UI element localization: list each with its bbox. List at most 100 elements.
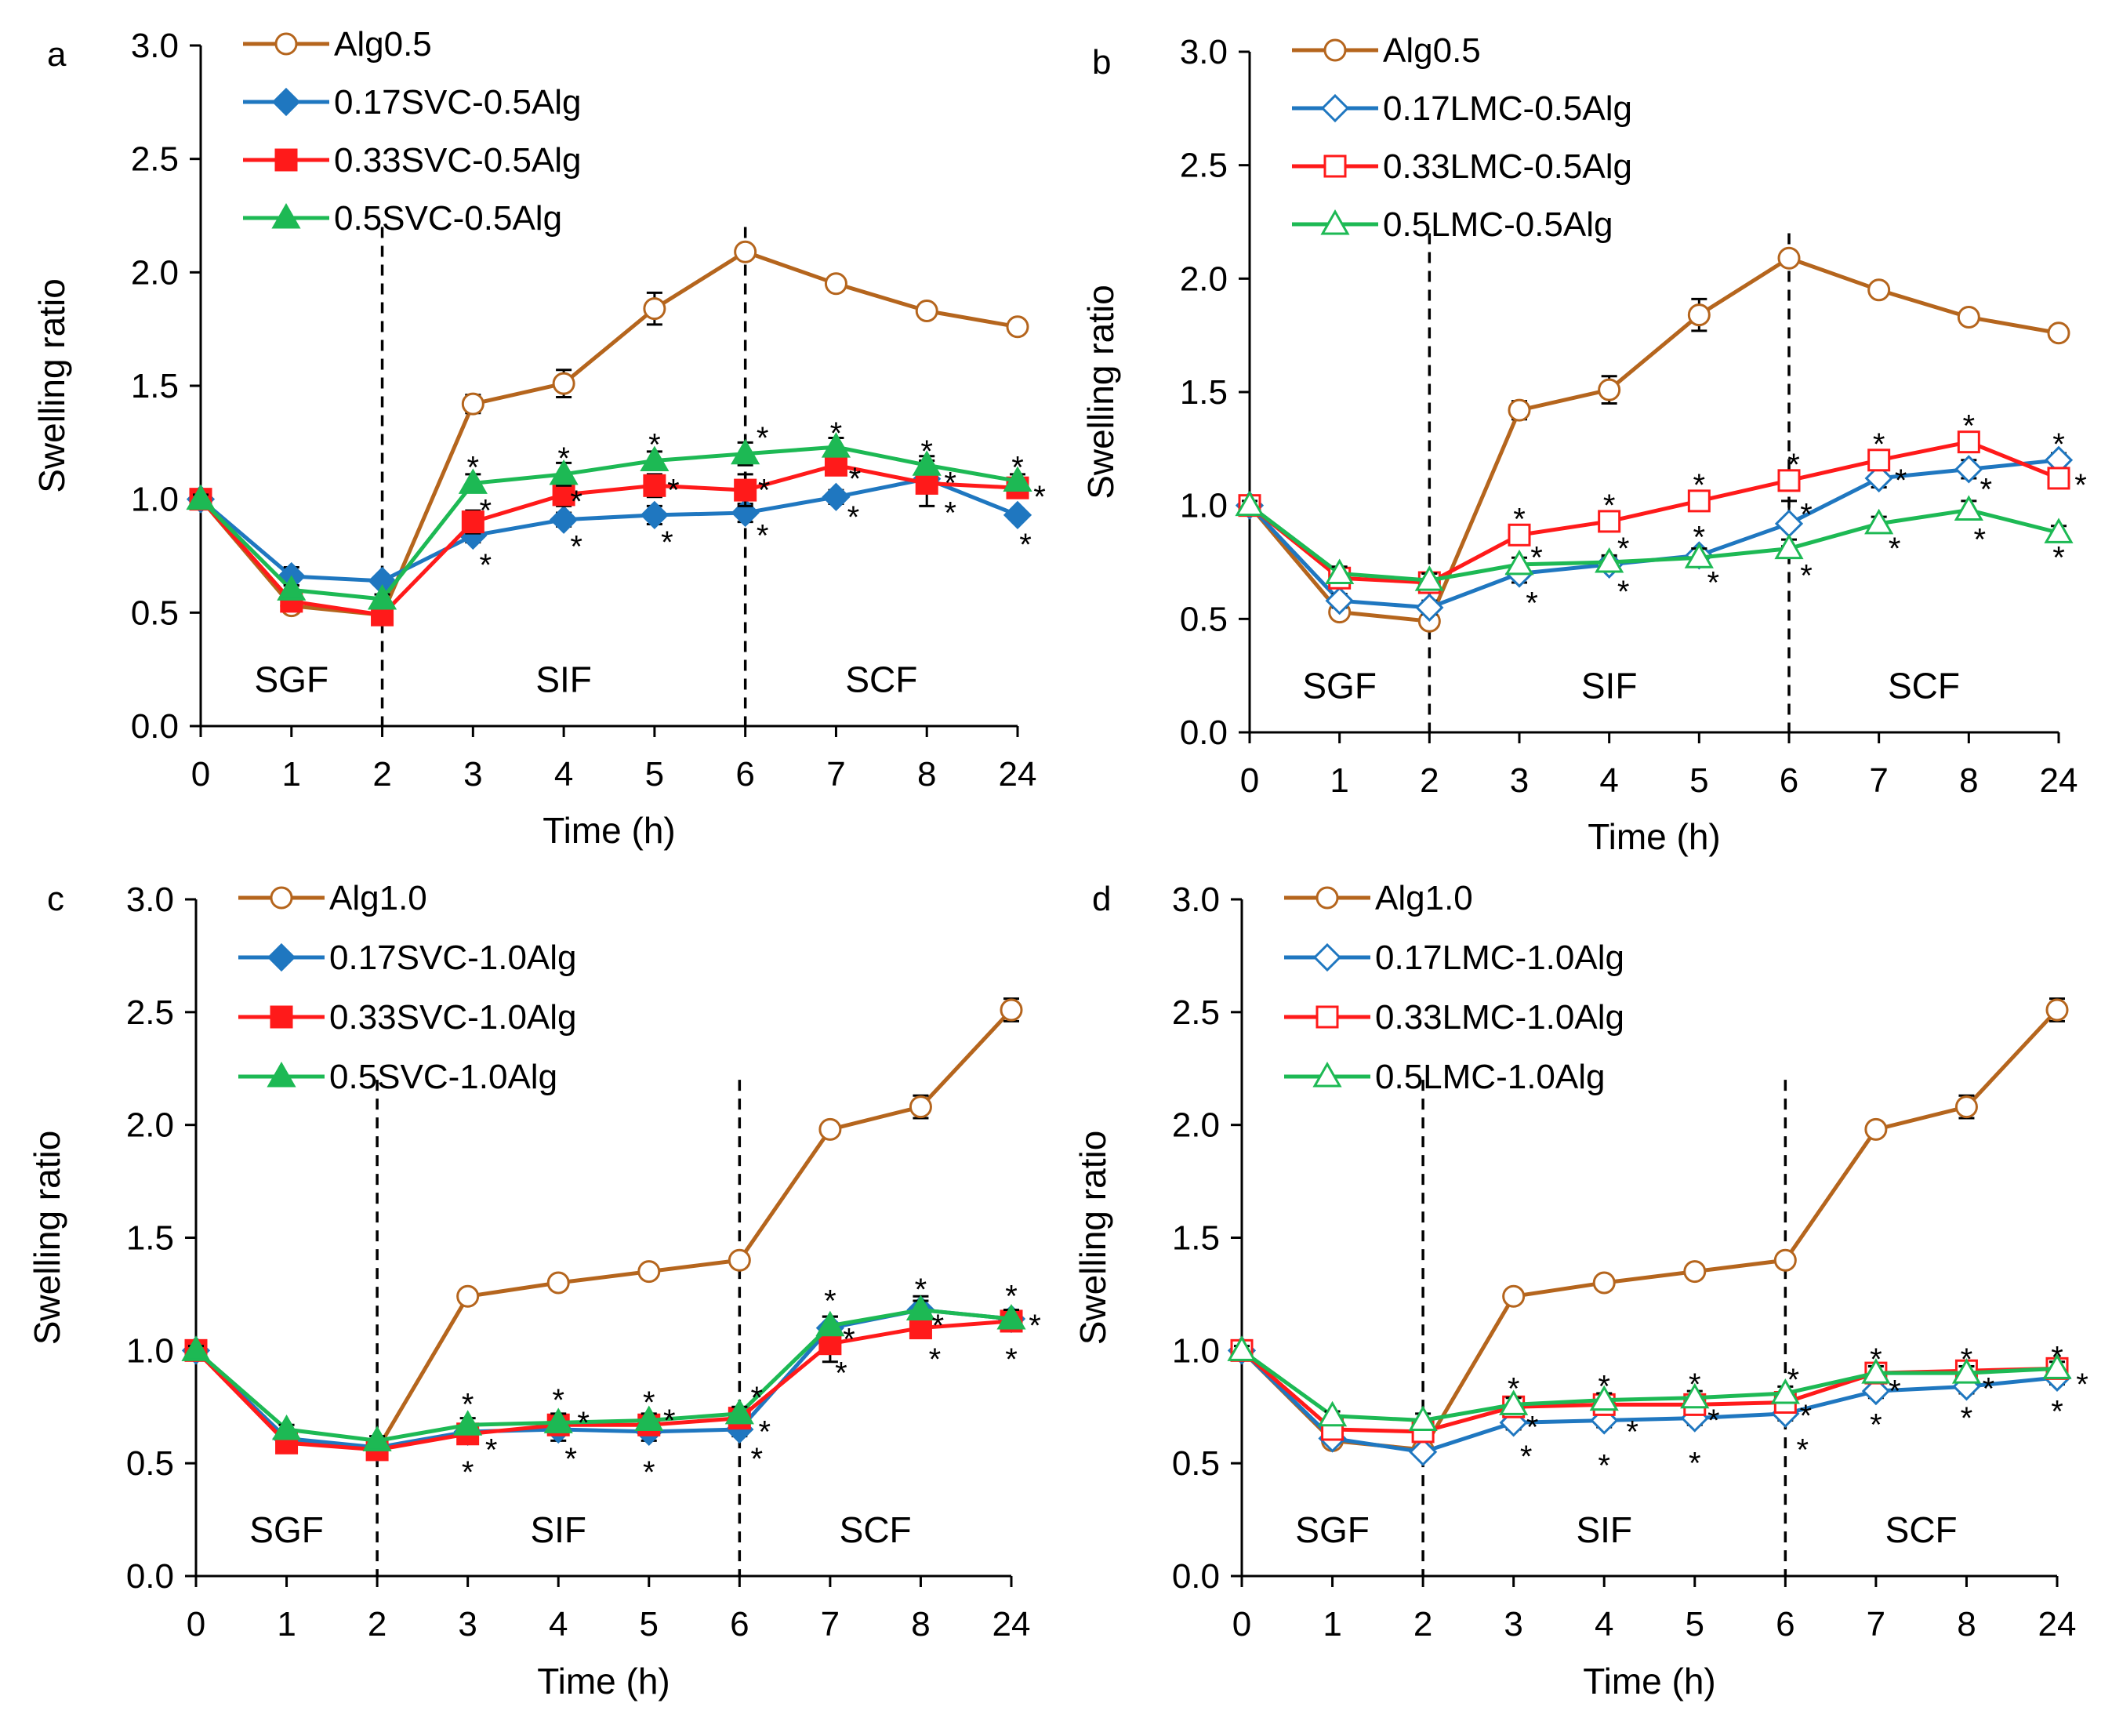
legend-entry: 0.33SVC-0.5Alg	[243, 141, 582, 180]
significance-asterisk: *	[1617, 575, 1630, 609]
data-point	[643, 297, 666, 321]
legend-label: Alg1.0	[1375, 879, 1473, 917]
data-point	[2044, 518, 2074, 543]
legend-label: 0.33SVC-0.5Alg	[334, 141, 582, 180]
significance-asterisk: *	[643, 1455, 655, 1490]
significance-asterisk: *	[1689, 1367, 1701, 1402]
data-point	[1003, 466, 1032, 492]
y-axis-label: Swelling ratio	[27, 1131, 67, 1346]
data-point	[1502, 1284, 1526, 1308]
significance-asterisk: *	[1693, 520, 1706, 554]
series-line	[199, 445, 1018, 601]
significance-asterisk: *	[2051, 1340, 2063, 1375]
significance-asterisk: *	[1520, 1440, 1533, 1474]
series-0-5svc-0-5alg	[186, 432, 1032, 610]
y-tick-label: 2.5	[126, 993, 174, 1032]
data-point	[634, 1405, 664, 1432]
data-point	[1864, 508, 1894, 535]
significance-asterisk: *	[480, 493, 492, 528]
significance-asterisk: *	[577, 1406, 590, 1440]
legend-marker	[1320, 209, 1350, 235]
legend-marker	[270, 1005, 293, 1029]
data-point	[1325, 558, 1355, 584]
data-point	[2045, 998, 2069, 1022]
x-tick-label: 0	[1240, 761, 1259, 800]
data-point	[640, 445, 670, 471]
y-tick-label: 1.5	[1172, 1219, 1220, 1258]
x-tick-label: 0	[1232, 1605, 1251, 1643]
data-point	[1861, 1358, 1891, 1384]
legend-label: Alg1.0	[329, 879, 427, 917]
y-tick-label: 2.5	[1172, 993, 1220, 1032]
data-point	[461, 392, 484, 416]
significance-asterisk: *	[648, 428, 661, 463]
x-tick-label: 7	[821, 1605, 840, 1643]
data-point	[824, 453, 847, 477]
significance-asterisk: *	[757, 421, 769, 456]
data-point	[1867, 278, 1891, 302]
data-point	[1770, 1378, 1800, 1404]
x-tick-label: 8	[1959, 761, 1978, 800]
significance-asterisk: *	[1693, 468, 1706, 503]
legend-marker	[274, 32, 298, 56]
data-point	[731, 438, 760, 465]
significance-asterisk: *	[2074, 468, 2087, 503]
legend-entry: 0.17SVC-1.0Alg	[238, 939, 577, 977]
x-tick-label: 4	[1595, 1605, 1613, 1643]
significance-asterisk: *	[2076, 1367, 2088, 1402]
x-tick-label: 8	[1957, 1605, 1976, 1643]
significance-asterisk: *	[1526, 586, 1538, 620]
series-line	[194, 1319, 1012, 1452]
significance-asterisk: *	[1005, 1342, 1018, 1377]
legend-entry: 0.5LMC-1.0Alg	[1284, 1058, 1605, 1096]
panel-label: a	[47, 35, 67, 74]
y-axis-label: Swelling ratio	[31, 278, 72, 493]
significance-asterisk: *	[944, 467, 956, 501]
data-point	[1867, 449, 1891, 472]
legend-label: 0.5LMC-0.5Alg	[1383, 205, 1613, 244]
series-line	[1240, 1349, 2058, 1455]
x-tick-label: 6	[735, 755, 754, 794]
data-point	[458, 468, 488, 494]
data-point	[1508, 523, 1531, 547]
data-point	[1325, 587, 1354, 616]
significance-asterisk: *	[480, 548, 492, 583]
legend-entry: Alg0.5	[1292, 31, 1481, 70]
chart-panel-c: c 0.0 0.5 1.0 1.5 2.0 2.5 3.0 0 1 2 3 4 5 6 7 8 24 Time (h…	[27, 879, 1041, 1701]
series-line	[199, 477, 1018, 583]
data-point	[1687, 303, 1711, 327]
panel-label: d	[1092, 880, 1111, 918]
data-point	[1408, 1437, 1438, 1466]
phase-label-sgf: SGF	[1295, 1509, 1370, 1550]
significance-asterisk: *	[847, 500, 860, 535]
series-line	[1248, 256, 2059, 623]
chart-panel-a: a 0.0 0.5 1.0 1.5 2.0 2.5 3.0 0 1 2 3 4 5 6 7 8 24 Time (h…	[31, 25, 1046, 851]
data-point	[1951, 1358, 1982, 1384]
data-point	[1499, 1389, 1529, 1415]
data-point	[909, 1095, 932, 1119]
data-point	[1317, 1400, 1348, 1427]
data-point	[1415, 593, 1444, 622]
x-tick-label: 24	[992, 1605, 1031, 1643]
data-point	[1864, 463, 1893, 493]
significance-asterisk: *	[1598, 1448, 1610, 1483]
data-point	[1003, 500, 1032, 530]
data-point	[818, 1332, 842, 1356]
data-point	[1000, 998, 1023, 1022]
legend-marker	[270, 886, 293, 910]
series-line	[194, 1308, 1012, 1443]
legend-label: Alg0.5	[1383, 31, 1481, 70]
x-tick-label: 4	[549, 1605, 568, 1643]
x-tick-label: 5	[1689, 761, 1708, 800]
x-tick-label: 3	[463, 755, 482, 794]
significance-asterisk: *	[1787, 448, 1800, 482]
data-point	[1006, 315, 1029, 339]
significance-asterisk: *	[1513, 502, 1526, 536]
data-point	[728, 1248, 751, 1272]
x-tick-label: 4	[554, 755, 573, 794]
legend-marker	[1312, 942, 1342, 972]
data-point	[1508, 398, 1531, 422]
phase-label-sif: SIF	[535, 659, 592, 700]
significance-asterisk: *	[462, 1455, 474, 1490]
phase-label-sgf: SGF	[249, 1509, 324, 1550]
